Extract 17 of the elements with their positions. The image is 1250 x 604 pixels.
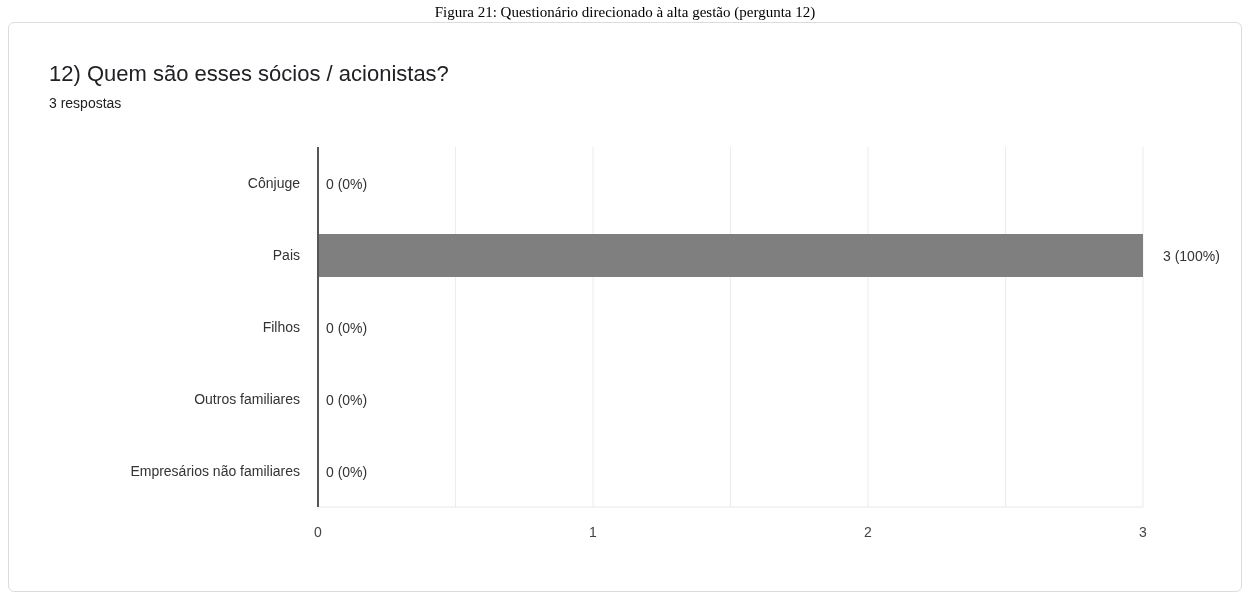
y-tick-label: Outros familiares [194,390,300,407]
y-tick-label: Filhos [262,318,300,335]
y-tick-label: Cônjuge [247,174,301,191]
data-label: 3 (100%) [1163,247,1220,264]
y-tick-label: Empresários não familiares [130,462,300,479]
data-label: 0 (0%) [326,391,368,408]
data-label: 0 (0%) [326,175,368,192]
text: 3 respostas [49,95,123,111]
x-tick-label: 0 [314,523,323,540]
x-tick-label: 3 [1139,523,1148,540]
x-tick-label: 1 [589,523,598,540]
chart-title: 12) Quem são esses sócios / acionistas? [49,61,450,87]
data-label: 0 (0%) [326,319,368,336]
text: Figura 21: Questionário direcionado à alta gestão (pergunta 12) [434,4,816,20]
x-tick-label: 2 [864,523,873,540]
data-label: 0 (0%) [326,463,368,480]
y-tick-label: Pais [272,246,300,263]
